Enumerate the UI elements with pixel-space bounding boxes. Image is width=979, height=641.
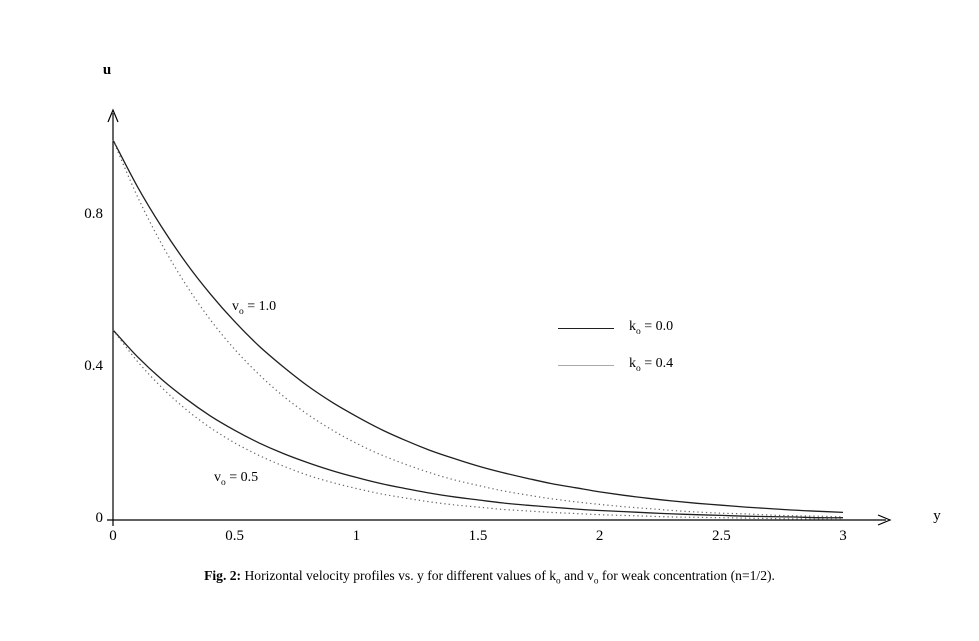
legend-item-k0-0.0: ko = 0.0 [558, 316, 673, 340]
curve-v0-1.0-k0-0.0 [112, 139, 844, 514]
figure-caption-subscript: o [593, 575, 599, 586]
figure-caption: Fig. 2: Horizontal velocity profiles vs.… [0, 568, 979, 586]
legend-label: ko = 0.0 [629, 319, 673, 337]
y-tick-label: 0.4 [84, 358, 103, 374]
legend-item-k0-0.4: ko = 0.4 [558, 353, 673, 377]
x-tick-label: 2 [595, 528, 604, 544]
dotted-line-sample [558, 364, 614, 366]
x-axis-arrow [877, 514, 892, 526]
y-tick-label: 0.8 [84, 206, 103, 222]
legend-label-text: = 0.0 [640, 319, 674, 335]
legend-label: ko = 0.4 [629, 356, 673, 374]
figure-caption-text: Horizontal velocity profiles vs. y for d… [241, 568, 557, 583]
x-tick-label: 2.5 [711, 528, 731, 544]
curve-v0-1.0-k0-0.4 [112, 139, 844, 518]
x-tick-label: 0 [109, 528, 117, 544]
curve-v0-0.5-k0-0.4 [112, 329, 844, 520]
legend-label-subscript: o [636, 326, 641, 337]
solid-line-sample [558, 327, 614, 329]
y-axis-arrow [107, 108, 119, 123]
x-tick-label: 1 [352, 528, 361, 544]
curve-label-v0-0.5: vo = 0.5 [214, 470, 258, 488]
x-tick-label: 1.5 [468, 528, 488, 544]
y-tick-label: 0 [95, 510, 104, 526]
legend-label-text: k [629, 319, 636, 335]
y-axis-title: u [102, 62, 112, 78]
curve-v0-0.5-k0-0.0 [112, 329, 844, 519]
curve-label-text: v [214, 470, 221, 485]
x-axis-title: y [933, 508, 941, 524]
figure-caption-number: Fig. 2: [204, 568, 242, 583]
x-tick-label: 3 [839, 528, 847, 544]
legend-label-subscript: o [636, 363, 641, 374]
curve-label-text: = 1.0 [243, 299, 277, 314]
legend: ko = 0.0 ko = 0.4 [558, 316, 673, 390]
legend-label-text: = 0.4 [640, 356, 674, 372]
figure-caption-text: for weak concentration (n=1/2). [598, 568, 775, 583]
x-tick-label: 0.5 [225, 528, 245, 544]
legend-label-text: k [629, 356, 636, 372]
curve-label-text: = 0.5 [225, 470, 259, 485]
curve-label-v0-1.0: vo = 1.0 [232, 299, 276, 317]
figure-caption-text: and v [560, 568, 594, 583]
curve-label-subscript: o [239, 306, 244, 317]
figure-caption-subscript: o [556, 575, 561, 586]
curve-label-subscript: o [221, 477, 226, 488]
curve-label-text: v [232, 299, 239, 314]
